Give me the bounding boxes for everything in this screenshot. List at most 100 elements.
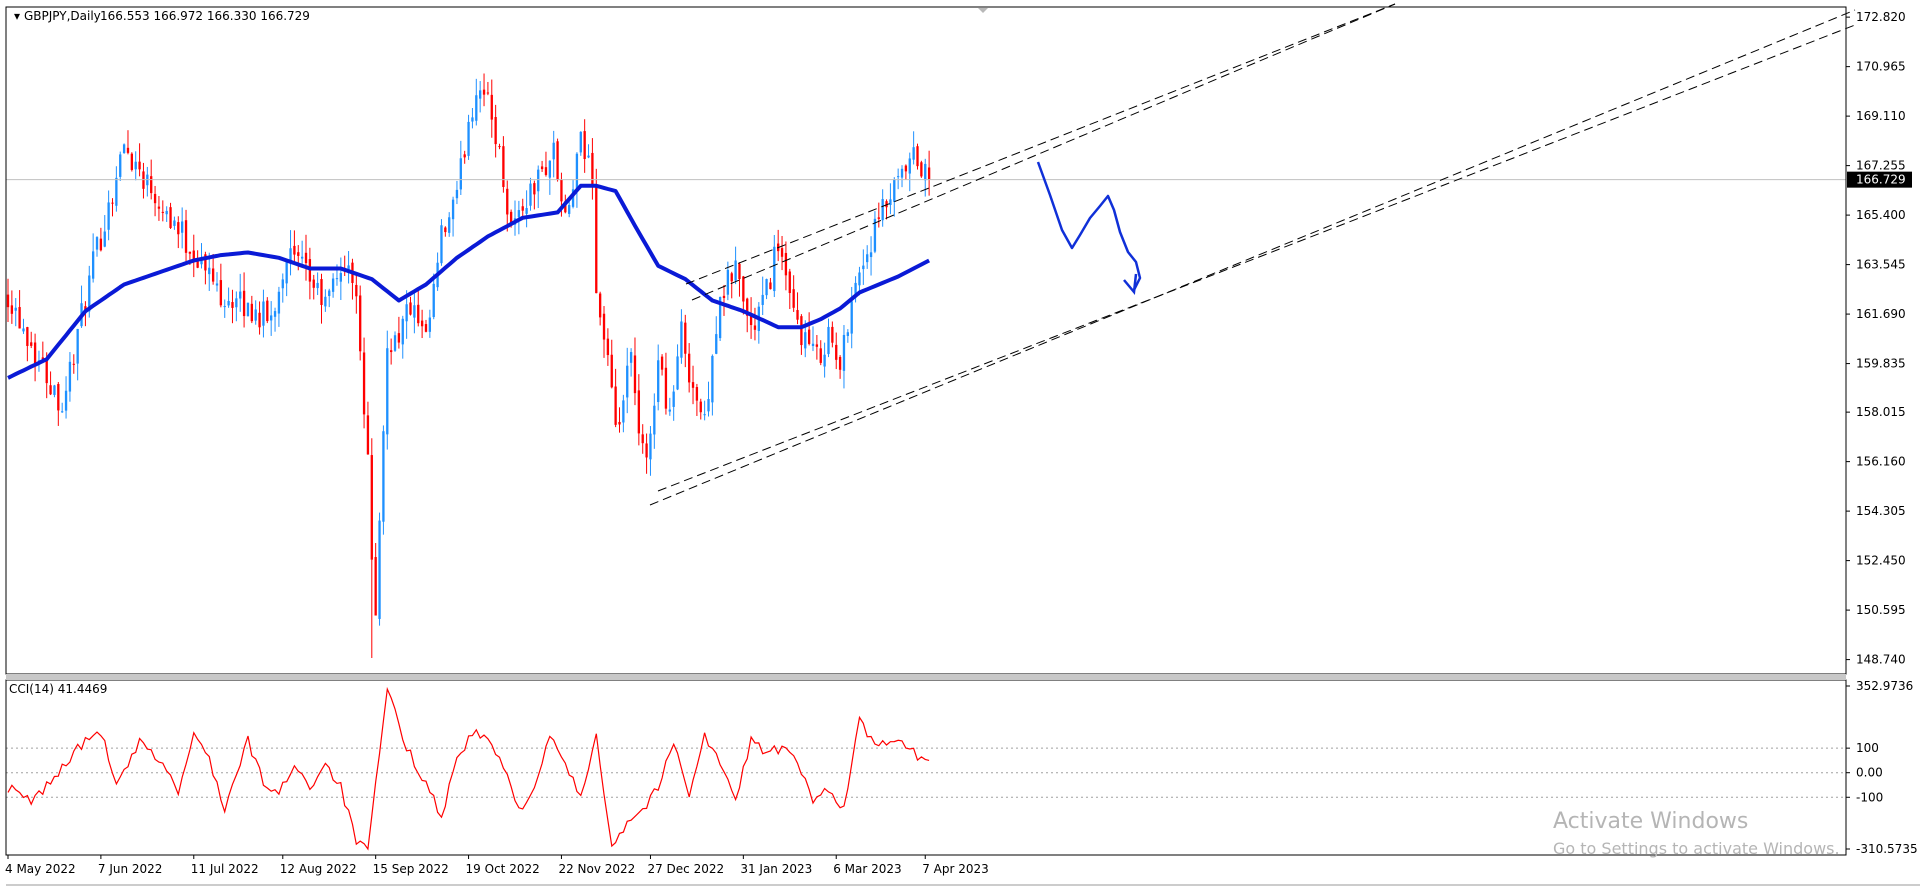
candle-body (564, 201, 567, 213)
candle-body (637, 390, 641, 434)
candle-body (873, 218, 877, 252)
cci-pane[interactable] (6, 686, 1846, 851)
candle-body (800, 316, 803, 346)
price-tick-label: 161.690 (1856, 307, 1906, 321)
candle-body (88, 275, 91, 312)
candle-body (33, 342, 37, 364)
candle-body (397, 333, 401, 343)
candle-body (463, 154, 466, 158)
date-tick-label: 4 May 2022 (5, 862, 76, 876)
candle-body (61, 411, 64, 413)
candle-body (250, 303, 253, 322)
candle-body (819, 348, 822, 363)
candle-body (695, 387, 699, 401)
candle-body (192, 250, 195, 262)
candle-body (490, 94, 493, 120)
candle-body (687, 353, 691, 383)
date-tick-label: 22 Nov 2022 (558, 862, 635, 876)
candle-body (645, 443, 648, 458)
candle-body (57, 384, 60, 411)
candle-body (277, 291, 281, 314)
pane-separator[interactable] (6, 674, 1846, 680)
candle-body (862, 265, 865, 270)
candle-body (111, 202, 114, 204)
trend-channel[interactable] (649, 3, 1856, 506)
candle-body (680, 321, 683, 358)
symbol-dropdown-icon[interactable]: ▾ (14, 9, 20, 23)
candle-body (626, 365, 629, 398)
arrowhead-icon (1123, 273, 1138, 296)
candle-body (881, 199, 884, 221)
date-axis: 4 May 2022 7 Jun 2022 11 Jul 2022 12 Aug 20… (5, 855, 989, 876)
shift-marker-icon[interactable] (978, 8, 988, 13)
candle-body (41, 357, 44, 360)
candle-body (471, 117, 474, 122)
candle-body (614, 386, 617, 425)
candle-body (765, 279, 768, 296)
candle-body (420, 320, 424, 327)
candle-body (610, 354, 613, 388)
candle-body (362, 352, 366, 415)
candle-body (119, 154, 122, 177)
current-price-tag (1847, 171, 1912, 188)
candle-body (18, 307, 21, 329)
candle-body (575, 153, 579, 191)
candle-body (684, 322, 687, 354)
candle-body (382, 431, 385, 522)
candle-body (606, 338, 610, 356)
candle-body (893, 179, 896, 202)
candle-body (239, 291, 242, 299)
candle-body (405, 304, 408, 322)
candle-body (854, 282, 857, 298)
candle-body (707, 398, 710, 412)
candle-body (409, 302, 412, 315)
watermark-subtitle: Go to Settings to activate Windows. (1553, 839, 1840, 858)
candle-body (540, 166, 544, 170)
candle-body (838, 356, 842, 370)
candle-body (769, 282, 772, 290)
candle-body (246, 302, 250, 317)
channel-line[interactable] (691, 3, 1396, 301)
price-tick-label: 172.820 (1856, 10, 1906, 24)
candle-body (676, 356, 679, 390)
candle-body (866, 254, 869, 263)
price-tick-label: 150.595 (1856, 603, 1906, 617)
candle-body (672, 391, 675, 407)
candle-body (792, 289, 795, 308)
candle-body (196, 259, 199, 268)
candle-body (622, 400, 625, 423)
candle-body (258, 312, 261, 328)
candle-body (749, 314, 753, 326)
candle-body (386, 348, 389, 435)
candle-body (254, 309, 257, 321)
candle-body (281, 279, 284, 289)
price-tick-label: 158.015 (1856, 405, 1906, 419)
candle-body (153, 193, 157, 204)
channel-line[interactable] (685, 3, 1396, 285)
candle-body (134, 161, 137, 170)
candle-body (335, 278, 339, 280)
candle-body (273, 311, 277, 317)
symbol-label: GBPJPY,Daily (24, 9, 101, 23)
candle-body (99, 238, 103, 251)
candle-body (49, 385, 52, 395)
candle-body (598, 293, 602, 318)
candle-body (587, 155, 590, 158)
projection-arrow[interactable] (1036, 161, 1142, 291)
candle-body (753, 325, 757, 330)
candle-body (761, 294, 764, 305)
candle-body (718, 297, 722, 339)
moving-average-line (7, 183, 931, 380)
candle-body (312, 279, 315, 288)
candle-body (424, 324, 428, 332)
candle-body (780, 248, 784, 257)
candle-body (328, 290, 331, 297)
channel-line[interactable] (657, 24, 1856, 492)
candle-body (595, 185, 598, 294)
channel-line[interactable] (649, 9, 1856, 506)
price-pane[interactable] (6, 3, 1856, 658)
candle-body (509, 211, 513, 226)
candle-body (448, 217, 451, 233)
